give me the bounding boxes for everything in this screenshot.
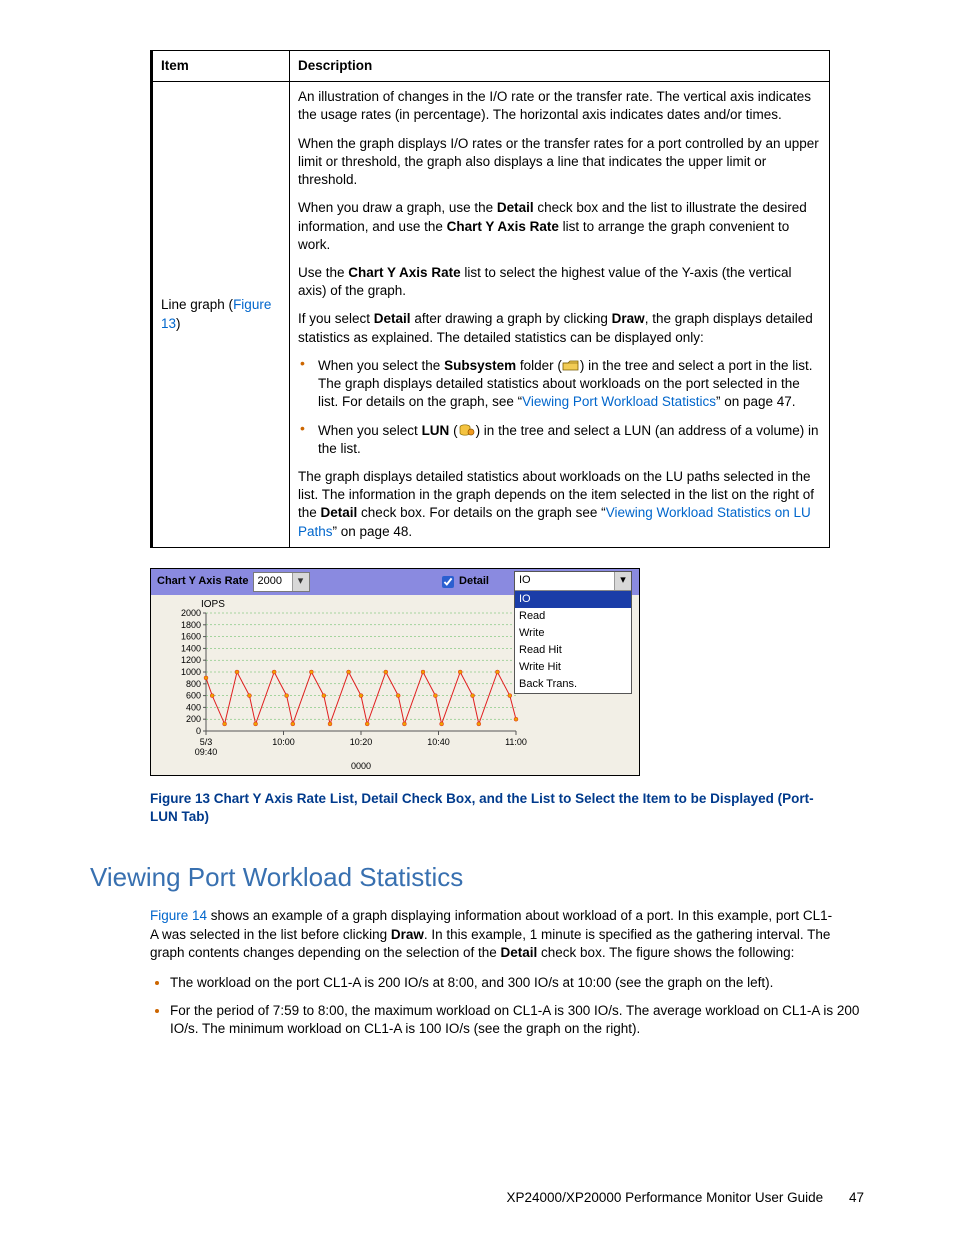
svg-text:800: 800 [186,679,201,689]
svg-text:1400: 1400 [181,643,201,653]
svg-text:IOPS: IOPS [201,599,225,610]
desc-para: If you select Detail after drawing a gra… [298,310,821,346]
chevron-down-icon: ▾ [614,572,631,590]
table-cell-item: Line graph (Figure 13) [152,82,290,548]
desc-para: The graph displays detailed statistics a… [298,468,821,541]
section-bullet-list: The workload on the port CL1-A is 200 IO… [150,974,860,1039]
figure-13-caption: Figure 13 Chart Y Axis Rate List, Detail… [150,790,830,826]
io-dropdown-option[interactable]: Back Trans. [515,676,631,693]
item-text: Line graph ( [161,297,233,312]
footer-title: XP24000/XP20000 Performance Monitor User… [507,1190,824,1205]
desc-para: When you draw a graph, use the Detail ch… [298,199,821,254]
lun-icon [458,423,476,437]
svg-text:0000: 0000 [351,761,371,771]
svg-text:11:00: 11:00 [505,737,527,747]
svg-text:1800: 1800 [181,620,201,630]
desc-bullet-item: When you select LUN () in the tree and s… [298,422,821,458]
svg-text:10:00: 10:00 [272,737,295,747]
viewing-port-workload-link[interactable]: Viewing Port Workload Statistics [522,394,716,409]
io-dropdown-option[interactable]: Read [515,608,631,625]
svg-text:200: 200 [186,714,201,724]
io-dropdown-option[interactable]: Write Hit [515,659,631,676]
svg-text:600: 600 [186,690,201,700]
table-header-description: Description [290,51,830,82]
svg-text:2000: 2000 [181,608,201,618]
desc-para: Use the Chart Y Axis Rate list to select… [298,264,821,300]
desc-bullet-item: When you select the Subsystem folder () … [298,357,821,412]
y-axis-rate-combo[interactable]: 2000 ▾ [253,572,310,592]
svg-text:1600: 1600 [181,631,201,641]
svg-text:10:20: 10:20 [350,737,373,747]
description-table: Item Description Line graph (Figure 13) … [150,50,830,548]
detail-checkbox-input[interactable] [442,576,454,588]
page-number: 47 [849,1190,864,1205]
section-heading: Viewing Port Workload Statistics [90,860,864,895]
desc-para: An illustration of changes in the I/O ra… [298,88,821,124]
chart-screenshot: Chart Y Axis Rate 2000 ▾ Detail IOPS 0 200… [150,568,640,776]
svg-text:10:40: 10:40 [427,737,450,747]
y-axis-rate-label: Chart Y Axis Rate [157,574,249,589]
section-para: Figure 14 shows an example of a graph di… [150,907,840,962]
svg-text:09:40: 09:40 [195,747,218,757]
io-type-dropdown[interactable]: IO ▾ IOReadWriteRead HitWrite HitBack Tr… [514,571,632,694]
svg-text:5/3: 5/3 [200,737,213,747]
table-cell-description: An illustration of changes in the I/O ra… [290,82,830,548]
chart-body: IOPS 0 200 400 600800 1000 1200 1400 16001800 200… [151,595,639,775]
desc-bullet-list: When you select the Subsystem folder () … [298,357,821,458]
section-bullet-item: The workload on the port CL1-A is 200 IO… [170,974,860,992]
io-dropdown-top[interactable]: IO ▾ [515,572,631,591]
figure-14-link[interactable]: Figure 14 [150,908,207,923]
svg-text:400: 400 [186,702,201,712]
io-dropdown-option[interactable]: Write [515,625,631,642]
detail-checkbox[interactable]: Detail [438,573,489,591]
desc-para: When the graph displays I/O rates or the… [298,135,821,190]
svg-text:1200: 1200 [181,655,201,665]
svg-text:0: 0 [196,726,201,736]
table-header-item: Item [152,51,290,82]
folder-icon [562,358,580,372]
io-dropdown-option[interactable]: Read Hit [515,642,631,659]
figure-13: Chart Y Axis Rate 2000 ▾ Detail IOPS 0 200… [150,568,640,776]
io-dropdown-option[interactable]: IO [515,591,631,608]
svg-text:1000: 1000 [181,667,201,677]
page-footer: XP24000/XP20000 Performance Monitor User… [90,1189,864,1207]
chevron-down-icon: ▾ [292,573,309,591]
item-text-suffix: ) [176,316,181,331]
section-bullet-item: For the period of 7:59 to 8:00, the maxi… [170,1002,860,1038]
